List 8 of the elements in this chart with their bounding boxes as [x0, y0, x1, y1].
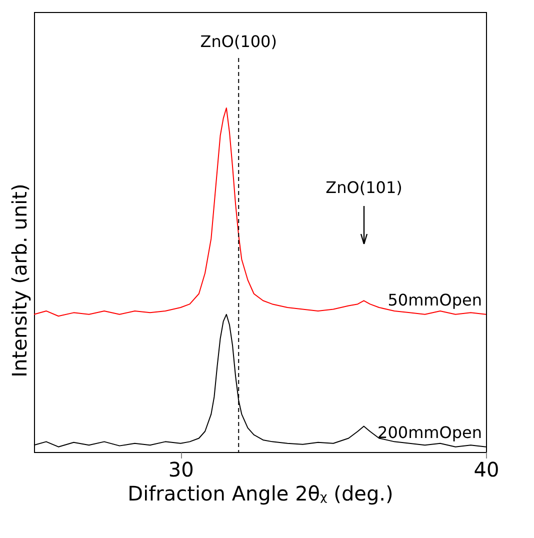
series-label: 50mmOpen — [388, 290, 482, 310]
y-axis-title: Intensity (arb. unit) — [8, 184, 32, 378]
x-tick-label: 40 — [474, 458, 500, 482]
ref-line-label: ZnO(100) — [200, 32, 277, 51]
series-label: 200mmOpen — [378, 422, 482, 442]
x-tick-label: 30 — [168, 458, 194, 482]
annotation: ZnO(101) — [326, 178, 402, 197]
x-axis-title: Difraction Angle 2θᵪ (deg.) — [128, 482, 394, 506]
